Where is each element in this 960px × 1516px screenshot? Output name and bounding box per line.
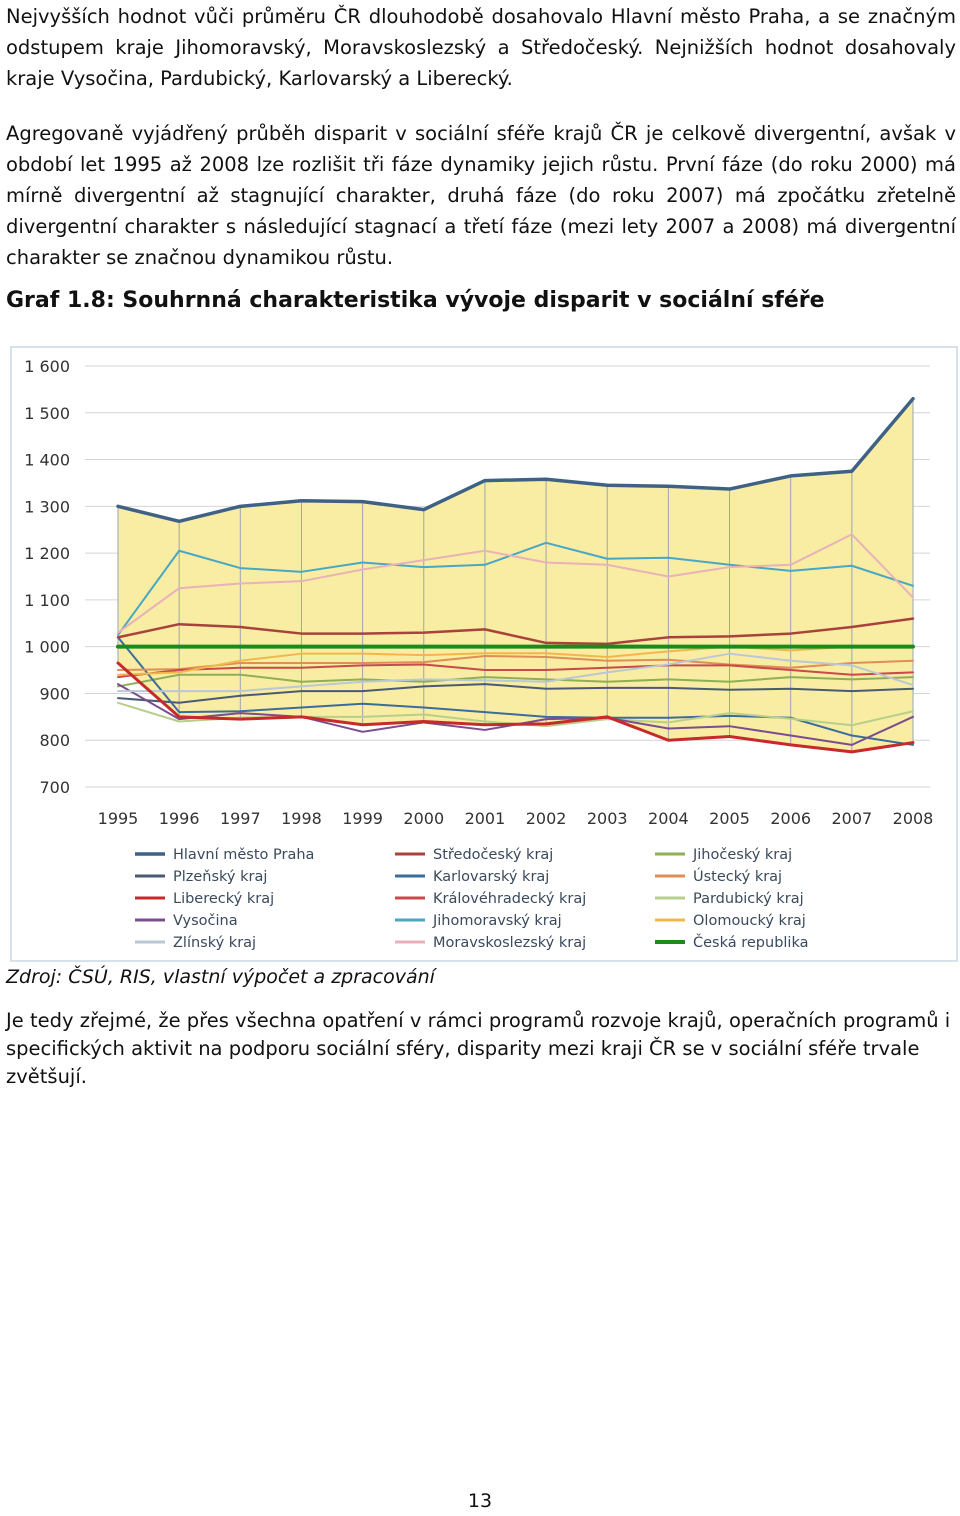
page-number: 13 bbox=[467, 1490, 493, 1512]
series-line-zlinsky-kraj bbox=[117, 652, 914, 693]
x-tick-label: 1998 bbox=[281, 809, 322, 828]
x-tick-label: 2005 bbox=[709, 809, 750, 828]
x-tick-label: 1995 bbox=[98, 809, 139, 828]
chart-source: Zdroj: ČSÚ, RIS, vlastní výpočet a zprac… bbox=[6, 966, 435, 988]
y-tick-label: 1 500 bbox=[24, 404, 70, 423]
series-line-moravskoslezsky-kraj bbox=[117, 533, 914, 634]
y-tick-label: 1 400 bbox=[24, 451, 70, 470]
disparity-line-chart: 700 800 900 1 000 1 100 1 200 1 300 1 400 1 500 1… bbox=[8, 344, 960, 964]
x-tick-label: 2002 bbox=[526, 809, 567, 828]
x-tick-label: 2008 bbox=[893, 809, 934, 828]
legend-label: Jihočeský kraj bbox=[692, 847, 792, 863]
legend-label: Liberecký kraj bbox=[173, 891, 274, 907]
series-line-ustecky-kraj bbox=[117, 655, 914, 672]
series-line-jihomoravsky-kraj bbox=[117, 541, 914, 636]
legend-label: Pardubický kraj bbox=[693, 891, 804, 907]
phases-paragraph: Agregovaně vyjádřený průběh disparit v s… bbox=[6, 122, 956, 269]
legend-label: Česká republika bbox=[693, 933, 808, 951]
y-tick-label: 700 bbox=[39, 778, 70, 797]
legend-label: Vysočina bbox=[173, 913, 238, 929]
legend-label: Zlínský kraj bbox=[173, 935, 256, 951]
y-tick-label: 900 bbox=[39, 684, 70, 703]
x-tick-label: 2003 bbox=[587, 809, 628, 828]
y-tick-label: 1 200 bbox=[24, 544, 70, 563]
legend-label: Hlavní město Praha bbox=[173, 847, 314, 863]
series-line-kralovehradecky-kraj bbox=[117, 663, 914, 679]
x-tick-label: 1999 bbox=[342, 809, 383, 828]
legend-label: Ústecký kraj bbox=[693, 867, 782, 885]
legend-label: Karlovarský kraj bbox=[433, 869, 549, 885]
x-tick-label: 2006 bbox=[770, 809, 811, 828]
legend-label: Olomoucký kraj bbox=[693, 913, 806, 929]
legend-label: Moravskoslezský kraj bbox=[433, 935, 586, 951]
y-tick-label: 1 300 bbox=[24, 497, 70, 516]
chart-caption: Graf 1.8: Souhrnná charakteristika vývoj… bbox=[6, 288, 825, 313]
series-line-plzensky-kraj bbox=[117, 683, 914, 704]
legend-label: Plzeňský kraj bbox=[173, 869, 267, 885]
y-tick-label: 1 100 bbox=[24, 591, 70, 610]
series-line-hlavni-mesto-praha bbox=[116, 396, 915, 524]
y-tick-label: 1 600 bbox=[24, 357, 70, 376]
intro-paragraph: Nejvyšších hodnot vůči průměru ČR dlouho… bbox=[6, 5, 956, 90]
x-tick-label: 2007 bbox=[831, 809, 872, 828]
x-tick-label: 1996 bbox=[159, 809, 200, 828]
x-tick-label: 2004 bbox=[648, 809, 689, 828]
chart-container: 700 800 900 1 000 1 100 1 200 1 300 1 400 1 500 1… bbox=[8, 344, 960, 964]
series-line-jihocesky-kraj bbox=[117, 673, 914, 688]
series-line-liberecky-kraj bbox=[116, 661, 915, 754]
series-line-stredocesky-kraj bbox=[116, 617, 915, 646]
x-tick-label: 1997 bbox=[220, 809, 261, 828]
x-tick-label: 2000 bbox=[403, 809, 444, 828]
x-tick-label: 2001 bbox=[465, 809, 506, 828]
y-tick-label: 800 bbox=[39, 731, 70, 750]
y-tick-label: 1 000 bbox=[24, 638, 70, 657]
legend-label: Královéhradecký kraj bbox=[433, 891, 586, 907]
legend-label: Středočeský kraj bbox=[433, 847, 553, 863]
closing-paragraph: Je tedy zřejmé, že přes všechna opatření… bbox=[6, 1009, 951, 1088]
series-line-olomoucky-kraj bbox=[117, 645, 914, 676]
legend-label: Jihomoravský kraj bbox=[432, 913, 562, 929]
